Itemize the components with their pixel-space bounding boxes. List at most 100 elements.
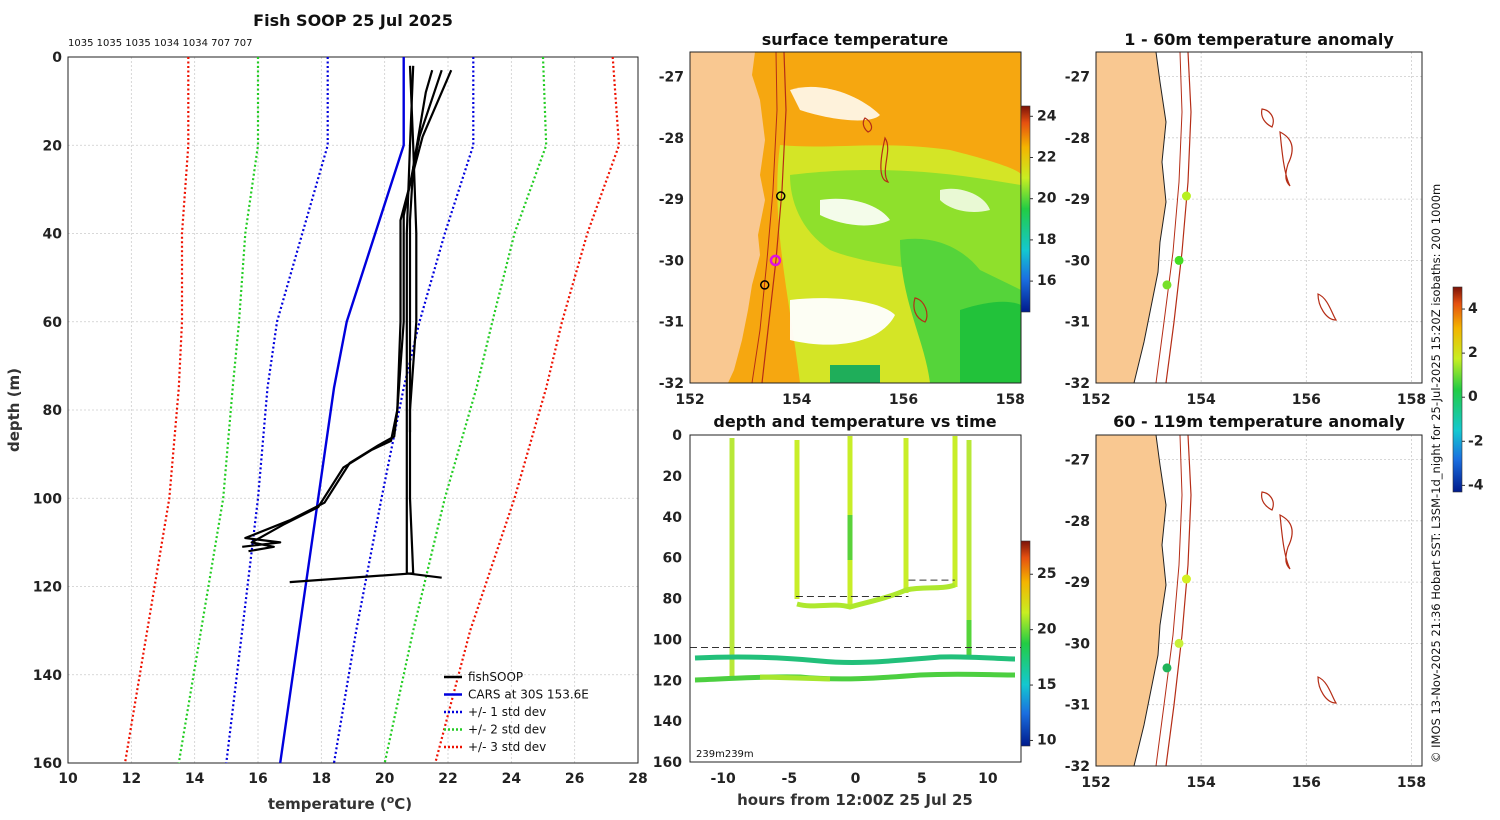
anomaly-shallow-seamount-2: [1279, 130, 1293, 187]
profile-series--3-std: [123, 57, 190, 764]
profile-xtick-26: 26: [565, 771, 584, 787]
profile-series-fishsoop-cast-2: [405, 65, 442, 579]
sst-colorbar-ticklabel-22: 22: [1037, 150, 1056, 166]
sst-xtick-152: 152: [675, 392, 704, 408]
anomaly-deep-axes-box: [1095, 434, 1423, 767]
anomaly-shallow-panel: 1 - 60m temperature anomaly 152 154 156 158…: [1065, 30, 1426, 408]
anomaly-colorbar-ticklabel-2: 2: [1468, 345, 1478, 361]
profile-ytick-80: 80: [43, 403, 63, 419]
depthtime-profiles: [694, 436, 1016, 683]
profile-series--3-std: [434, 56, 621, 764]
bottom-track-floor-warm: [759, 674, 831, 682]
depthtime-title: depth and temperature vs time: [713, 412, 996, 431]
depthtime-xtick-0: 0: [851, 771, 861, 787]
depthtime-colorbar: [1020, 540, 1031, 747]
sst-colorbar: [1020, 105, 1031, 313]
depthtime-ytick-40: 40: [663, 510, 683, 526]
anomaly-shallow-axes-box: [1095, 51, 1423, 384]
anomaly-shallow-ytick--31: -31: [1065, 315, 1090, 331]
sst-cloud-1: [790, 86, 880, 121]
depthtime-panel: depth and temperature vs time 239m239m -…: [653, 412, 1057, 809]
anomaly-deep-point-0: [1181, 574, 1191, 584]
legend-label-1: CARS at 30S 153.6E: [468, 688, 589, 702]
anomaly-shallow-ytick--30: -30: [1065, 253, 1091, 269]
anomaly-deep-xtick-158: 158: [1397, 775, 1426, 791]
sst-ytick--29: -29: [659, 192, 684, 208]
sst-bottom-patch: [830, 365, 880, 383]
depthtime-colorbar-ticklabel-10: 10: [1037, 732, 1057, 748]
sst-colorbar-ticklabel-16: 16: [1037, 273, 1056, 289]
anomaly-shallow-seamount-1: [1261, 108, 1274, 128]
sst-seamount-1: [880, 136, 890, 183]
profile-series-fishsoop-cast-3: [242, 69, 453, 548]
depthtime-xtick-5: 5: [917, 771, 927, 787]
profile-xtick-22: 22: [438, 771, 457, 787]
depthtime-ytick-80: 80: [663, 592, 683, 608]
anomaly-deep-ytick--29: -29: [1065, 575, 1090, 591]
anomaly-colorbar-ticklabel-4: 4: [1468, 301, 1478, 317]
depthtime-dashed-lines: [690, 579, 1021, 649]
credit-text: © IMOS 13-Nov-2025 21:36 Hobart SST: L3S…: [1429, 184, 1443, 763]
depthtime-ytick-100: 100: [653, 632, 682, 648]
sst-land: [690, 52, 765, 383]
anomaly-deep-ytick--27: -27: [1065, 453, 1090, 469]
sst-stations: [759, 191, 786, 290]
anomaly-shallow-point-1: [1174, 255, 1184, 265]
sst-map: [690, 52, 1021, 383]
sst-yticks: -27 -28 -29 -30 -31 -32: [659, 70, 685, 392]
sst-isobath-200: [751, 52, 778, 383]
profile-series: [123, 56, 621, 764]
bottom-track-floor: [694, 671, 1016, 683]
anomaly-deep-xtick-152: 152: [1081, 775, 1110, 791]
profile-title: Fish SOOP 25 Jul 2025: [253, 11, 453, 30]
anomaly-deep-land: [1095, 434, 1167, 767]
anomaly-colorbar-group: 4 2 0 -2 -4: [1452, 286, 1484, 493]
profile-xtick-10: 10: [58, 771, 78, 787]
sst-cloud-4: [940, 188, 990, 212]
profile-ytick-60: 60: [43, 315, 63, 331]
profile-series-cars-mean: [279, 57, 405, 764]
anomaly-shallow-point-2: [1162, 280, 1172, 290]
anomaly-shallow-isobath-200: [1155, 51, 1183, 384]
profile-xtick-18: 18: [312, 771, 331, 787]
anomaly-deep-xtick-156: 156: [1292, 775, 1321, 791]
anomaly-deep-ytick--31: -31: [1065, 698, 1090, 714]
anomaly-shallow-ytick--29: -29: [1065, 192, 1090, 208]
sst-colorbar-ticks: 16 18 20 22 24: [1030, 108, 1057, 289]
sst-ytick--27: -27: [659, 70, 684, 86]
profile-ytick-20: 20: [43, 138, 63, 154]
profile-ytick-160: 160: [33, 756, 62, 772]
sst-cloud-2: [820, 198, 890, 226]
anomaly-deep-isobath-1000: [1165, 434, 1192, 767]
bottom-track-shallow: [796, 582, 956, 610]
profile-top-labels: 1035 1035 1035 1034 1034 707 707: [68, 38, 253, 49]
anomaly-shallow-point-0: [1181, 191, 1191, 201]
sst-ytick--31: -31: [659, 315, 684, 331]
sst-colorbar-ticklabel-18: 18: [1037, 232, 1056, 248]
sst-title: surface temperature: [762, 30, 949, 49]
profile-ytick-0: 0: [52, 50, 62, 66]
anomaly-deep-point-2: [1162, 663, 1172, 673]
bottom-track-deep: [694, 654, 1016, 665]
profile-ytick-140: 140: [33, 668, 62, 684]
anomaly-shallow-title: 1 - 60m temperature anomaly: [1124, 30, 1394, 49]
depthtime-ytick-160: 160: [653, 755, 682, 771]
depthtime-yticks: 0 20 40 60 80 100 120 140 160: [653, 428, 682, 771]
depthtime-ytick-20: 20: [663, 469, 683, 485]
profile-series-fishsoop-cast-5: [408, 65, 418, 433]
anomaly-deep-ytick--28: -28: [1065, 514, 1090, 530]
sst-ytick--30: -30: [659, 253, 685, 269]
anomaly-deep-ytick--32: -32: [1065, 759, 1090, 775]
anomaly-deep-xtick-154: 154: [1187, 775, 1216, 791]
sst-seamount-2: [913, 297, 928, 323]
sst-xticks: 152 154 156 158: [675, 392, 1025, 408]
depthtime-ytick-0: 0: [672, 428, 682, 444]
profile-xtick-12: 12: [122, 771, 141, 787]
depthtime-xlabel: hours from 12:00Z 25 Jul 25: [737, 791, 973, 809]
profile-series--2-std: [383, 56, 548, 764]
sst-xtick-156: 156: [889, 392, 918, 408]
anomaly-shallow-xtick-152: 152: [1081, 392, 1110, 408]
profile-series--1-std: [225, 57, 329, 764]
anomaly-deep-seamount-3: [1317, 676, 1338, 704]
